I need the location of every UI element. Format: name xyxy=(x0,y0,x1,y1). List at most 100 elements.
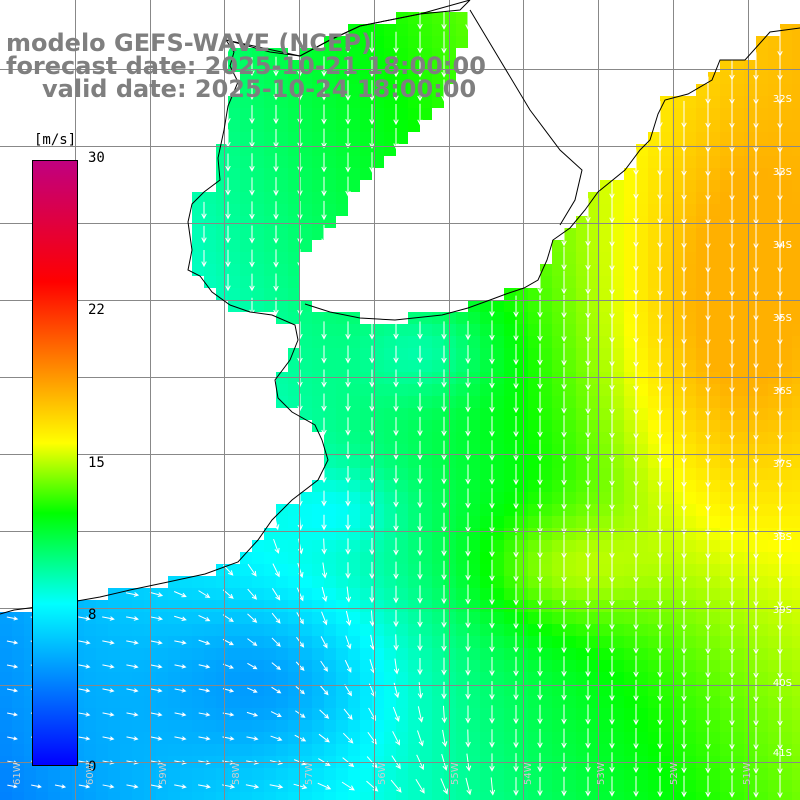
wind-speed-cell xyxy=(732,276,744,288)
wind-speed-cell xyxy=(612,216,624,228)
wind-arrow xyxy=(441,657,447,676)
wind-speed-cell xyxy=(540,456,552,468)
wind-speed-cell xyxy=(312,360,324,372)
wind-speed-cell xyxy=(768,552,780,564)
wind-arrow xyxy=(102,784,115,789)
wind-speed-cell xyxy=(720,732,732,744)
wind-speed-cell xyxy=(756,156,768,168)
wind-speed-cell xyxy=(396,492,408,504)
wind-speed-cell xyxy=(252,624,264,636)
wind-speed-cell xyxy=(564,696,576,708)
wind-arrow xyxy=(273,201,279,220)
wind-speed-cell xyxy=(480,360,492,372)
wind-speed-cell xyxy=(624,792,636,800)
wind-speed-cell xyxy=(312,540,324,552)
wind-speed-cell xyxy=(204,228,216,240)
wind-speed-cell xyxy=(240,216,252,228)
wind-arrow xyxy=(344,659,352,673)
wind-speed-cell xyxy=(324,324,336,336)
wind-speed-cell xyxy=(576,720,588,732)
wind-speed-cell xyxy=(588,276,600,288)
wind-speed-cell xyxy=(456,456,468,468)
wind-speed-cell xyxy=(600,636,612,648)
colorbar-tick-8: 8 xyxy=(88,607,97,623)
wind-speed-cell xyxy=(660,384,672,396)
wind-speed-cell xyxy=(660,252,672,264)
wind-speed-cell xyxy=(84,792,96,800)
wind-speed-cell xyxy=(84,708,96,720)
wind-arrow xyxy=(561,487,567,510)
wind-speed-cell xyxy=(684,696,696,708)
wind-arrow xyxy=(561,246,567,271)
wind-speed-cell xyxy=(228,108,240,120)
wind-speed-cell xyxy=(396,588,408,600)
wind-speed-cell xyxy=(420,108,432,120)
wind-speed-cell xyxy=(480,552,492,564)
wind-speed-cell xyxy=(408,600,420,612)
wind-speed-cell xyxy=(672,552,684,564)
wind-arrow xyxy=(270,735,283,741)
wind-speed-cell xyxy=(600,420,612,432)
wind-speed-cell xyxy=(336,156,348,168)
wind-speed-cell xyxy=(408,744,420,756)
wind-speed-cell xyxy=(408,360,420,372)
wind-speed-cell xyxy=(540,264,552,276)
wind-speed-cell xyxy=(456,312,468,324)
wind-speed-cell xyxy=(588,336,600,348)
wind-speed-cell xyxy=(636,648,648,660)
wind-speed-cell xyxy=(456,432,468,444)
wind-speed-cell xyxy=(336,360,348,372)
wind-speed-cell xyxy=(432,516,444,528)
wind-speed-cell xyxy=(384,468,396,480)
wind-speed-cell xyxy=(204,636,216,648)
wind-arrow xyxy=(513,583,519,606)
wind-speed-cell xyxy=(672,732,684,744)
wind-speed-cell xyxy=(456,768,468,780)
wind-speed-cell xyxy=(768,768,780,780)
wind-speed-cell xyxy=(624,348,636,360)
wind-speed-cell xyxy=(660,540,672,552)
wind-speed-cell xyxy=(756,72,768,84)
wind-speed-cell xyxy=(492,300,504,312)
wind-speed-cell xyxy=(156,792,168,800)
wind-speed-cell xyxy=(792,204,800,216)
wind-speed-cell xyxy=(240,552,252,564)
wind-speed-cell xyxy=(600,228,612,240)
wind-speed-cell xyxy=(648,672,660,684)
wind-speed-cell xyxy=(324,468,336,480)
wind-speed-cell xyxy=(252,168,264,180)
wind-speed-cell xyxy=(756,180,768,192)
wind-speed-cell xyxy=(720,588,732,600)
wind-arrow xyxy=(393,103,399,126)
wind-speed-cell xyxy=(612,588,624,600)
wind-speed-cell xyxy=(384,480,396,492)
wind-speed-cell xyxy=(696,648,708,660)
wind-speed-cell xyxy=(0,636,12,648)
wind-arrow xyxy=(369,490,375,508)
wind-speed-cell xyxy=(396,132,408,144)
wind-speed-cell xyxy=(708,768,720,780)
wind-speed-cell xyxy=(396,612,408,624)
wind-speed-cell xyxy=(264,552,276,564)
wind-speed-cell xyxy=(12,792,24,800)
wind-speed-cell xyxy=(564,516,576,528)
wind-speed-cell xyxy=(252,204,264,216)
wind-speed-cell xyxy=(216,612,228,624)
wind-arrow xyxy=(417,609,423,628)
wind-arrow xyxy=(201,225,207,244)
wind-speed-cell xyxy=(636,360,648,372)
wind-speed-cell xyxy=(744,564,756,576)
wind-arrow xyxy=(537,558,543,583)
wind-speed-cell xyxy=(312,96,324,108)
wind-speed-cell xyxy=(792,156,800,168)
wind-speed-cell xyxy=(0,612,12,624)
wind-speed-cell xyxy=(516,588,528,600)
wind-speed-cell xyxy=(12,612,24,624)
wind-speed-cell xyxy=(432,396,444,408)
wind-speed-cell xyxy=(456,708,468,720)
wind-speed-cell xyxy=(396,696,408,708)
wind-arrow xyxy=(681,582,687,607)
wind-speed-cell xyxy=(708,720,720,732)
wind-speed-cell xyxy=(468,324,480,336)
wind-speed-cell xyxy=(564,312,576,324)
